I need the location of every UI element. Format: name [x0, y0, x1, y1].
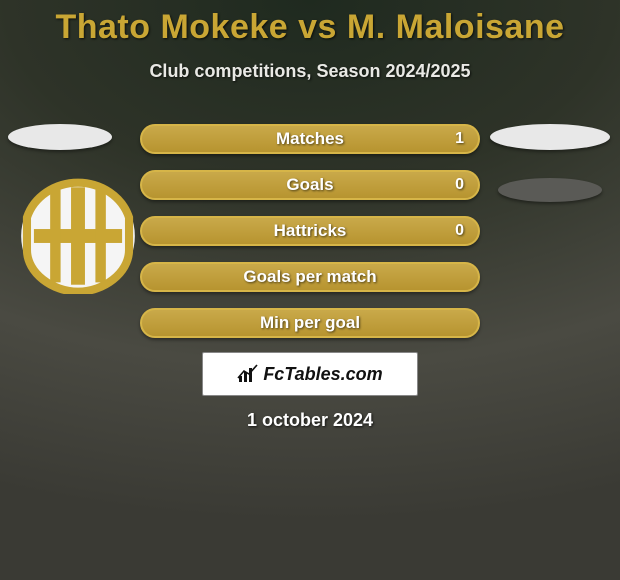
- stat-bar-label: Hattricks: [274, 221, 347, 241]
- stat-bar-label: Min per goal: [260, 313, 360, 333]
- subtitle: Club competitions, Season 2024/2025: [0, 61, 620, 82]
- ellipse-top-left: [8, 124, 112, 150]
- stat-bar: Hattricks 0: [140, 216, 480, 246]
- watermark: FcTables.com: [202, 352, 418, 396]
- page-title: Thato Mokeke vs M. Maloisane: [0, 0, 620, 47]
- stat-bar: Goals 0: [140, 170, 480, 200]
- stat-bar-value-right: 1: [455, 130, 464, 148]
- ellipse-top-right: [490, 124, 610, 150]
- stat-bar-label: Goals: [286, 175, 333, 195]
- stat-bar: Matches 1: [140, 124, 480, 154]
- comparison-card: Thato Mokeke vs M. Maloisane Club compet…: [0, 0, 620, 580]
- chart-icon: [237, 364, 259, 384]
- stat-bars: Matches 1 Goals 0 Hattricks 0 Goals per match M…: [140, 124, 480, 354]
- watermark-text: FcTables.com: [263, 364, 382, 385]
- club-crest-left: [20, 178, 136, 294]
- date-label: 1 october 2024: [0, 410, 620, 431]
- stat-bar-label: Goals per match: [243, 267, 376, 287]
- stat-bar: Min per goal: [140, 308, 480, 338]
- stat-bar-label: Matches: [276, 129, 344, 149]
- stat-bar: Goals per match: [140, 262, 480, 292]
- stat-bar-value-right: 0: [455, 222, 464, 240]
- stat-bar-value-right: 0: [455, 176, 464, 194]
- ellipse-mid-right: [498, 178, 602, 202]
